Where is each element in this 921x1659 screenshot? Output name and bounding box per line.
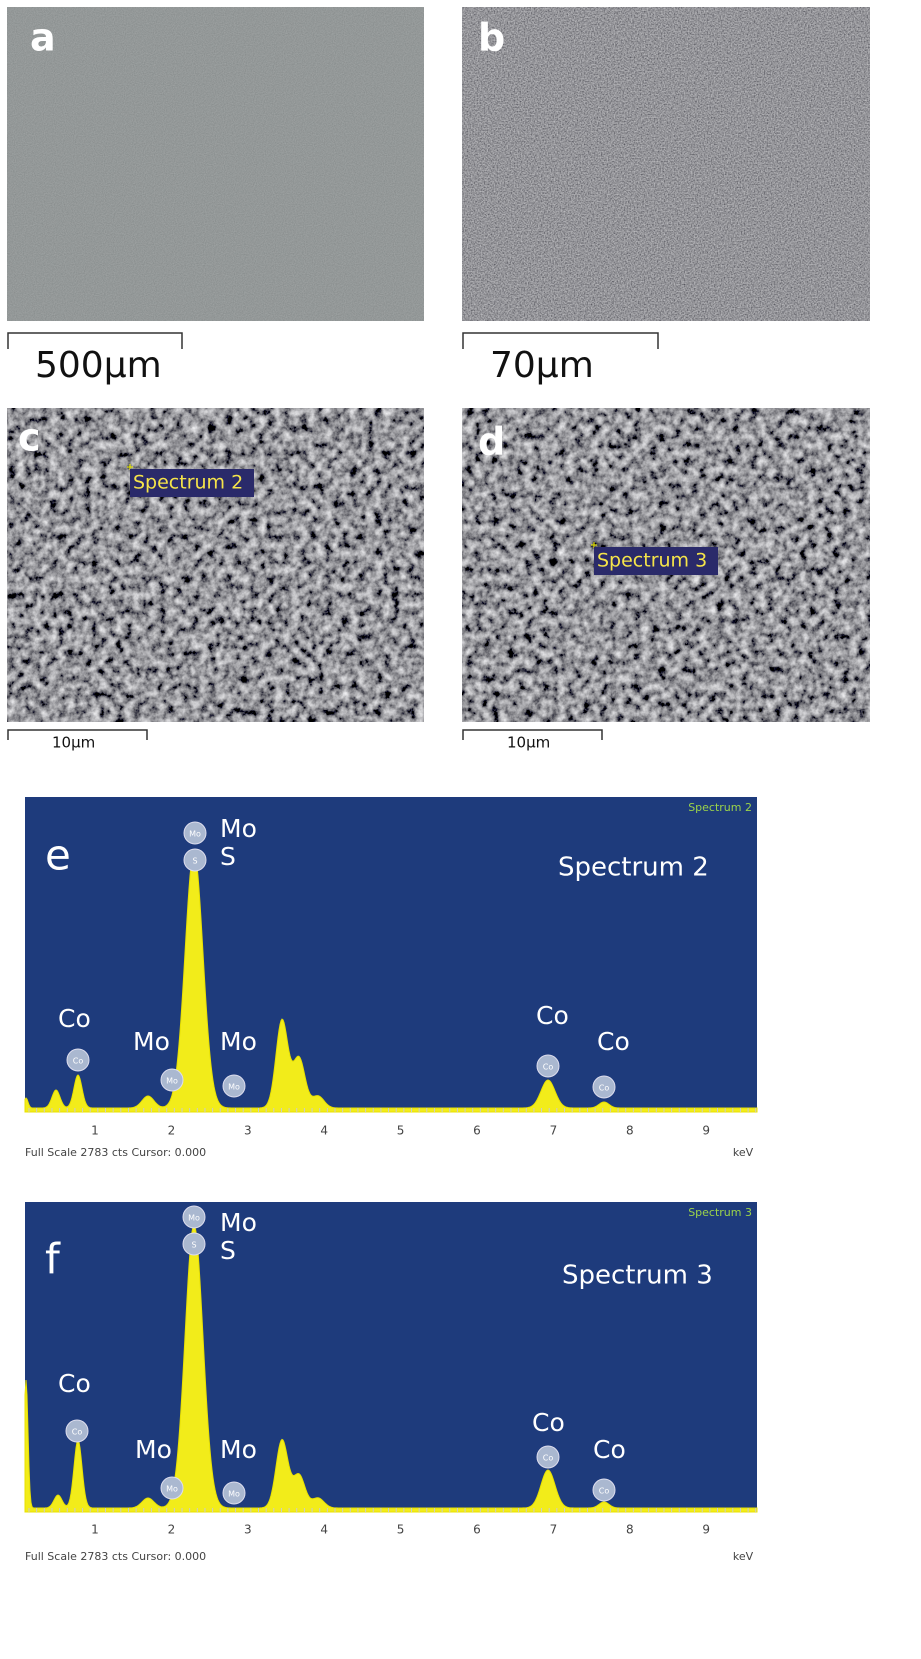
sem-texture xyxy=(462,7,870,321)
x-tick-label: 9 xyxy=(702,1523,710,1537)
x-tick-label: 9 xyxy=(702,1124,710,1138)
x-tick-label: 1 xyxy=(91,1523,99,1537)
spectrum-footer: Full Scale 2783 cts Cursor: 0.000 xyxy=(25,1146,206,1159)
panel-label: e xyxy=(45,831,71,880)
spectrum-plot xyxy=(25,1202,757,1512)
peak-label: Mo xyxy=(220,1208,257,1237)
peak-label: Co xyxy=(593,1435,626,1464)
x-tick-label: 8 xyxy=(626,1124,634,1138)
x-tick-label: 7 xyxy=(550,1523,558,1537)
peak-marker-label: Co xyxy=(543,1063,554,1072)
peak-marker-label: Mo xyxy=(228,1490,240,1499)
page: a 500µm b 70µm c 10µm Spectrum 2 d 10µm Spectrum … xyxy=(0,0,921,1659)
peak-marker-label: Mo xyxy=(188,1214,200,1223)
spectrum-plot xyxy=(25,797,757,1112)
peak-label: Co xyxy=(532,1408,565,1437)
peak-label: S xyxy=(220,842,236,871)
peak-marker-label: Mo xyxy=(166,1077,178,1086)
x-tick-label: 3 xyxy=(244,1124,252,1138)
x-tick-label: 2 xyxy=(168,1523,176,1537)
spectrum-footer: Full Scale 2783 cts Cursor: 0.000 xyxy=(25,1550,206,1563)
peak-marker-label: Co xyxy=(543,1454,554,1463)
peak-marker-label: Co xyxy=(73,1057,84,1066)
scale-bar-label: 10µm xyxy=(507,734,550,752)
sem-texture xyxy=(7,408,424,722)
x-tick-label: 8 xyxy=(626,1523,634,1537)
peak-marker-label: Mo xyxy=(166,1485,178,1494)
x-tick-label: 5 xyxy=(397,1523,405,1537)
peak-label: Co xyxy=(58,1369,91,1398)
x-tick-label: 2 xyxy=(168,1124,176,1138)
x-tick-label: 6 xyxy=(473,1523,481,1537)
scale-bar-label: 500µm xyxy=(35,345,162,386)
peak-marker-label: Co xyxy=(72,1428,83,1437)
unit-label: keV xyxy=(733,1550,754,1563)
peak-label: S xyxy=(220,1236,236,1265)
peak-label: Mo xyxy=(220,1435,257,1464)
spectrum-marker: Spectrum 2 xyxy=(133,472,243,494)
corner-title: Spectrum 3 xyxy=(688,1206,752,1219)
x-tick-label: 7 xyxy=(550,1124,558,1138)
peak-marker-label: S xyxy=(191,1241,196,1250)
corner-title: Spectrum 2 xyxy=(688,801,752,814)
scale-bar-label: 70µm xyxy=(490,345,594,386)
x-tick-label: 5 xyxy=(397,1124,405,1138)
unit-label: keV xyxy=(733,1146,754,1159)
x-tick-label: 3 xyxy=(244,1523,252,1537)
sem-texture xyxy=(7,7,424,321)
peak-label: Co xyxy=(58,1004,91,1033)
spectrum-title: Spectrum 2 xyxy=(558,853,709,883)
peak-label: Mo xyxy=(133,1027,170,1056)
figure: a 500µm b 70µm c 10µm Spectrum 2 d 10µm Spectrum … xyxy=(0,0,921,1659)
x-tick-label: 6 xyxy=(473,1124,481,1138)
panel-label: f xyxy=(45,1235,61,1284)
spectrum-title: Spectrum 3 xyxy=(562,1261,713,1291)
scale-bar-label: 10µm xyxy=(52,734,95,752)
peak-label: Co xyxy=(597,1027,630,1056)
panel-label: d xyxy=(478,420,505,464)
peak-marker-label: Mo xyxy=(228,1083,240,1092)
peak-label: Mo xyxy=(220,1027,257,1056)
peak-marker-label: S xyxy=(192,857,197,866)
x-tick-label: 1 xyxy=(91,1124,99,1138)
panel-label: b xyxy=(478,16,505,60)
peak-label: Mo xyxy=(135,1435,172,1464)
x-tick-label: 4 xyxy=(320,1124,328,1138)
peak-marker-label: Co xyxy=(599,1084,610,1093)
peak-marker-label: Co xyxy=(599,1487,610,1496)
peak-marker-label: Mo xyxy=(189,830,201,839)
spectrum-marker: Spectrum 3 xyxy=(597,550,707,572)
peak-label: Co xyxy=(536,1001,569,1030)
peak-label: Mo xyxy=(220,814,257,843)
panel-label: c xyxy=(18,416,41,460)
panel-label: a xyxy=(30,16,56,60)
x-tick-label: 4 xyxy=(320,1523,328,1537)
